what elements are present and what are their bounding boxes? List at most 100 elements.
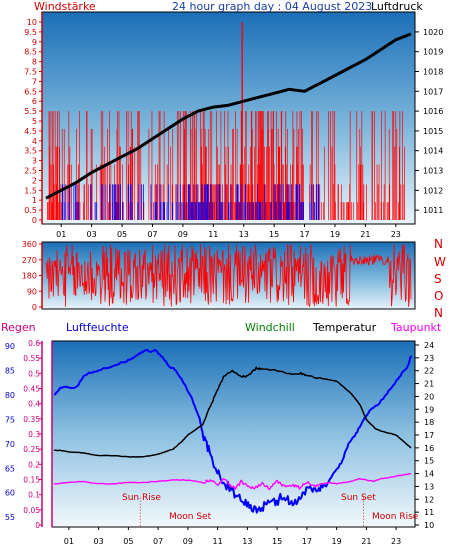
sun-rise-label: Sun Rise xyxy=(122,493,161,503)
humidity-tick-label: 65 xyxy=(5,464,15,473)
sun-set-label: Sun Set xyxy=(341,493,376,503)
humidity-tick-label: 60 xyxy=(5,489,15,498)
wind-tick-label: 3.5 xyxy=(24,147,37,156)
hour-tick-label: 19 xyxy=(332,537,342,546)
hour-tick-label: 03 xyxy=(94,537,104,546)
hour-tick-label: 03 xyxy=(87,230,97,239)
regen-tick-label: 0.55 xyxy=(23,354,40,363)
wind-bars xyxy=(47,22,405,220)
temp-tick-label: 21 xyxy=(424,380,434,389)
legend-taupunkt: Taupunkt xyxy=(390,321,442,334)
regen-tick-label: 0.4 xyxy=(28,400,40,409)
regen-tick-label: 0.05 xyxy=(23,506,40,515)
pressure-tick-label: 1013 xyxy=(423,167,443,176)
hour-tick-label: 21 xyxy=(360,230,370,239)
hour-tick-label: 05 xyxy=(117,230,127,239)
regen-tick-label: 0.35 xyxy=(23,415,40,424)
wind-tick-label: 6.5 xyxy=(24,87,37,96)
wind-tick-label: 2 xyxy=(32,176,37,185)
wind-tick-label: 4 xyxy=(32,137,37,146)
hour-tick-label: 23 xyxy=(391,537,401,546)
temp-tick-label: 18 xyxy=(424,418,434,427)
regen-tick-label: 0.15 xyxy=(23,476,40,485)
temp-tick-label: 14 xyxy=(424,470,434,479)
legend-regen: Regen xyxy=(1,321,36,334)
hour-tick-label: 21 xyxy=(361,537,371,546)
luftdruck-label: Luftdruck xyxy=(371,0,423,13)
wind-tick-label: 6 xyxy=(32,97,37,106)
pressure-line xyxy=(45,32,412,200)
direction-tick-label: 270 xyxy=(22,256,37,265)
hour-tick-label: 07 xyxy=(153,537,163,546)
temp-tick-label: 15 xyxy=(424,457,434,466)
legend-windchill: Windchill xyxy=(245,321,295,334)
hour-tick-label: 01 xyxy=(56,230,66,239)
dir-letter-n-bottom: N xyxy=(434,306,443,320)
regen-tick-label: 0.45 xyxy=(23,385,40,394)
temp-tick-label: 23 xyxy=(424,354,434,363)
humidity-tick-label: 90 xyxy=(5,342,15,351)
wind-tick-label: 3 xyxy=(32,157,37,166)
wind-tick-label: 9.5 xyxy=(24,28,37,37)
pressure-tick-label: 1017 xyxy=(423,87,443,96)
legend-temperatur: Temperatur xyxy=(312,321,377,334)
hour-tick-label: 13 xyxy=(242,537,252,546)
hour-tick-label: 11 xyxy=(208,230,218,239)
hour-tick-label: 05 xyxy=(123,537,133,546)
temp-tick-label: 19 xyxy=(424,405,434,414)
dir-letter-s: S xyxy=(434,272,442,286)
temp-tick-label: 12 xyxy=(424,495,434,504)
pressure-tick-label: 1019 xyxy=(423,48,443,57)
moon-rise-label: Moon Rise xyxy=(372,512,419,522)
hour-tick-label: 15 xyxy=(272,537,282,546)
pressure-tick-label: 1015 xyxy=(423,127,443,136)
wind-tick-label: 4.5 xyxy=(24,127,37,136)
wind-tick-label: 1 xyxy=(32,196,37,205)
dir-letter-n-top: N xyxy=(434,237,443,251)
wind-tick-label: 8 xyxy=(32,58,37,67)
direction-series-line xyxy=(45,243,412,308)
pressure-tick-label: 1011 xyxy=(423,206,443,215)
wind-tick-label: 9 xyxy=(32,38,37,47)
pressure-tick-label: 1020 xyxy=(423,28,443,37)
regen-tick-label: 0.25 xyxy=(23,445,40,454)
axes: 00.511.522.533.544.555.566.577.588.599.5… xyxy=(5,12,443,546)
dir-letter-o: O xyxy=(434,289,443,303)
direction-line xyxy=(45,243,412,308)
temp-tick-label: 16 xyxy=(424,444,434,453)
wind-tick-label: 0.5 xyxy=(24,206,37,215)
hour-tick-label: 09 xyxy=(178,230,188,239)
graph-title: 24 hour graph day : 04 August 2023 xyxy=(172,0,372,13)
direction-tick-label: 90 xyxy=(27,287,37,296)
windstaerke-label: Windstärke xyxy=(34,0,96,13)
wind-tick-label: 8.5 xyxy=(24,48,37,57)
pressure-tick-label: 1018 xyxy=(423,68,443,77)
wind-tick-label: 1.5 xyxy=(24,186,37,195)
regen-tick-label: 0.6 xyxy=(28,339,40,348)
hour-tick-label: 15 xyxy=(269,230,279,239)
hour-tick-label: 11 xyxy=(213,537,223,546)
hour-tick-label: 13 xyxy=(239,230,249,239)
regen-tick-label: 0.5 xyxy=(28,369,40,378)
temp-tick-label: 10 xyxy=(424,521,434,530)
humidity-tick-label: 85 xyxy=(5,366,15,375)
temp-tick-label: 24 xyxy=(424,341,434,350)
hour-tick-label: 17 xyxy=(299,230,309,239)
wind-tick-label: 7 xyxy=(32,77,37,86)
taupunkt-series-line xyxy=(53,472,412,490)
pressure-tick-label: 1016 xyxy=(423,107,443,116)
wind-tick-label: 0 xyxy=(32,216,37,225)
humidity-tick-label: 75 xyxy=(5,415,15,424)
humidity-tick-label: 70 xyxy=(5,440,15,449)
climate-lines xyxy=(53,348,412,527)
legend-luftfeuchte: Luftfeuchte xyxy=(66,321,129,334)
regen-tick-label: 0 xyxy=(35,521,40,530)
wind-tick-label: 7.5 xyxy=(24,68,37,77)
wind-tick-label: 10 xyxy=(27,18,37,27)
pressure-series-line xyxy=(45,32,412,200)
hour-tick-label: 17 xyxy=(302,537,312,546)
hour-tick-label: 23 xyxy=(391,230,401,239)
humidity-tick-label: 80 xyxy=(5,391,15,400)
